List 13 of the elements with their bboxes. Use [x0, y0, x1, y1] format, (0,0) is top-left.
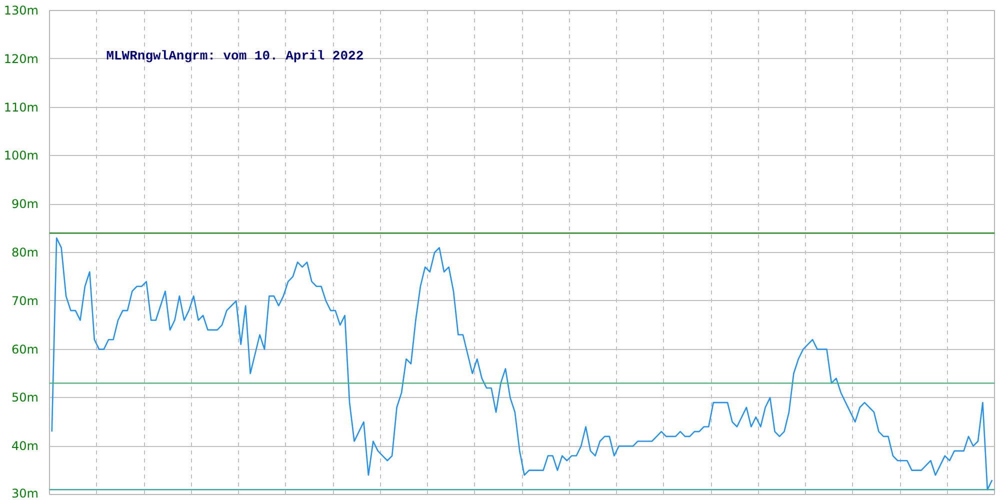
y-tick-label: 130m — [4, 4, 38, 18]
y-tick-label: 70m — [12, 294, 39, 308]
y-tick-label: 30m — [12, 486, 39, 500]
line-series — [51, 237, 993, 490]
y-tick-label: 40m — [12, 439, 39, 454]
text: MLWRngwlAngrm: vom 10. April 2022 — [106, 48, 364, 64]
y-tick-label: 90m — [12, 197, 39, 212]
y-tick-label: 60m — [12, 342, 39, 356]
y-tick-label: 80m — [12, 246, 39, 260]
y-tick-label: 50m — [12, 390, 39, 405]
y-tick-label: 120m — [4, 52, 38, 66]
y-tick-label: 100m — [4, 148, 38, 163]
y-tick-label: 110m — [4, 100, 38, 114]
